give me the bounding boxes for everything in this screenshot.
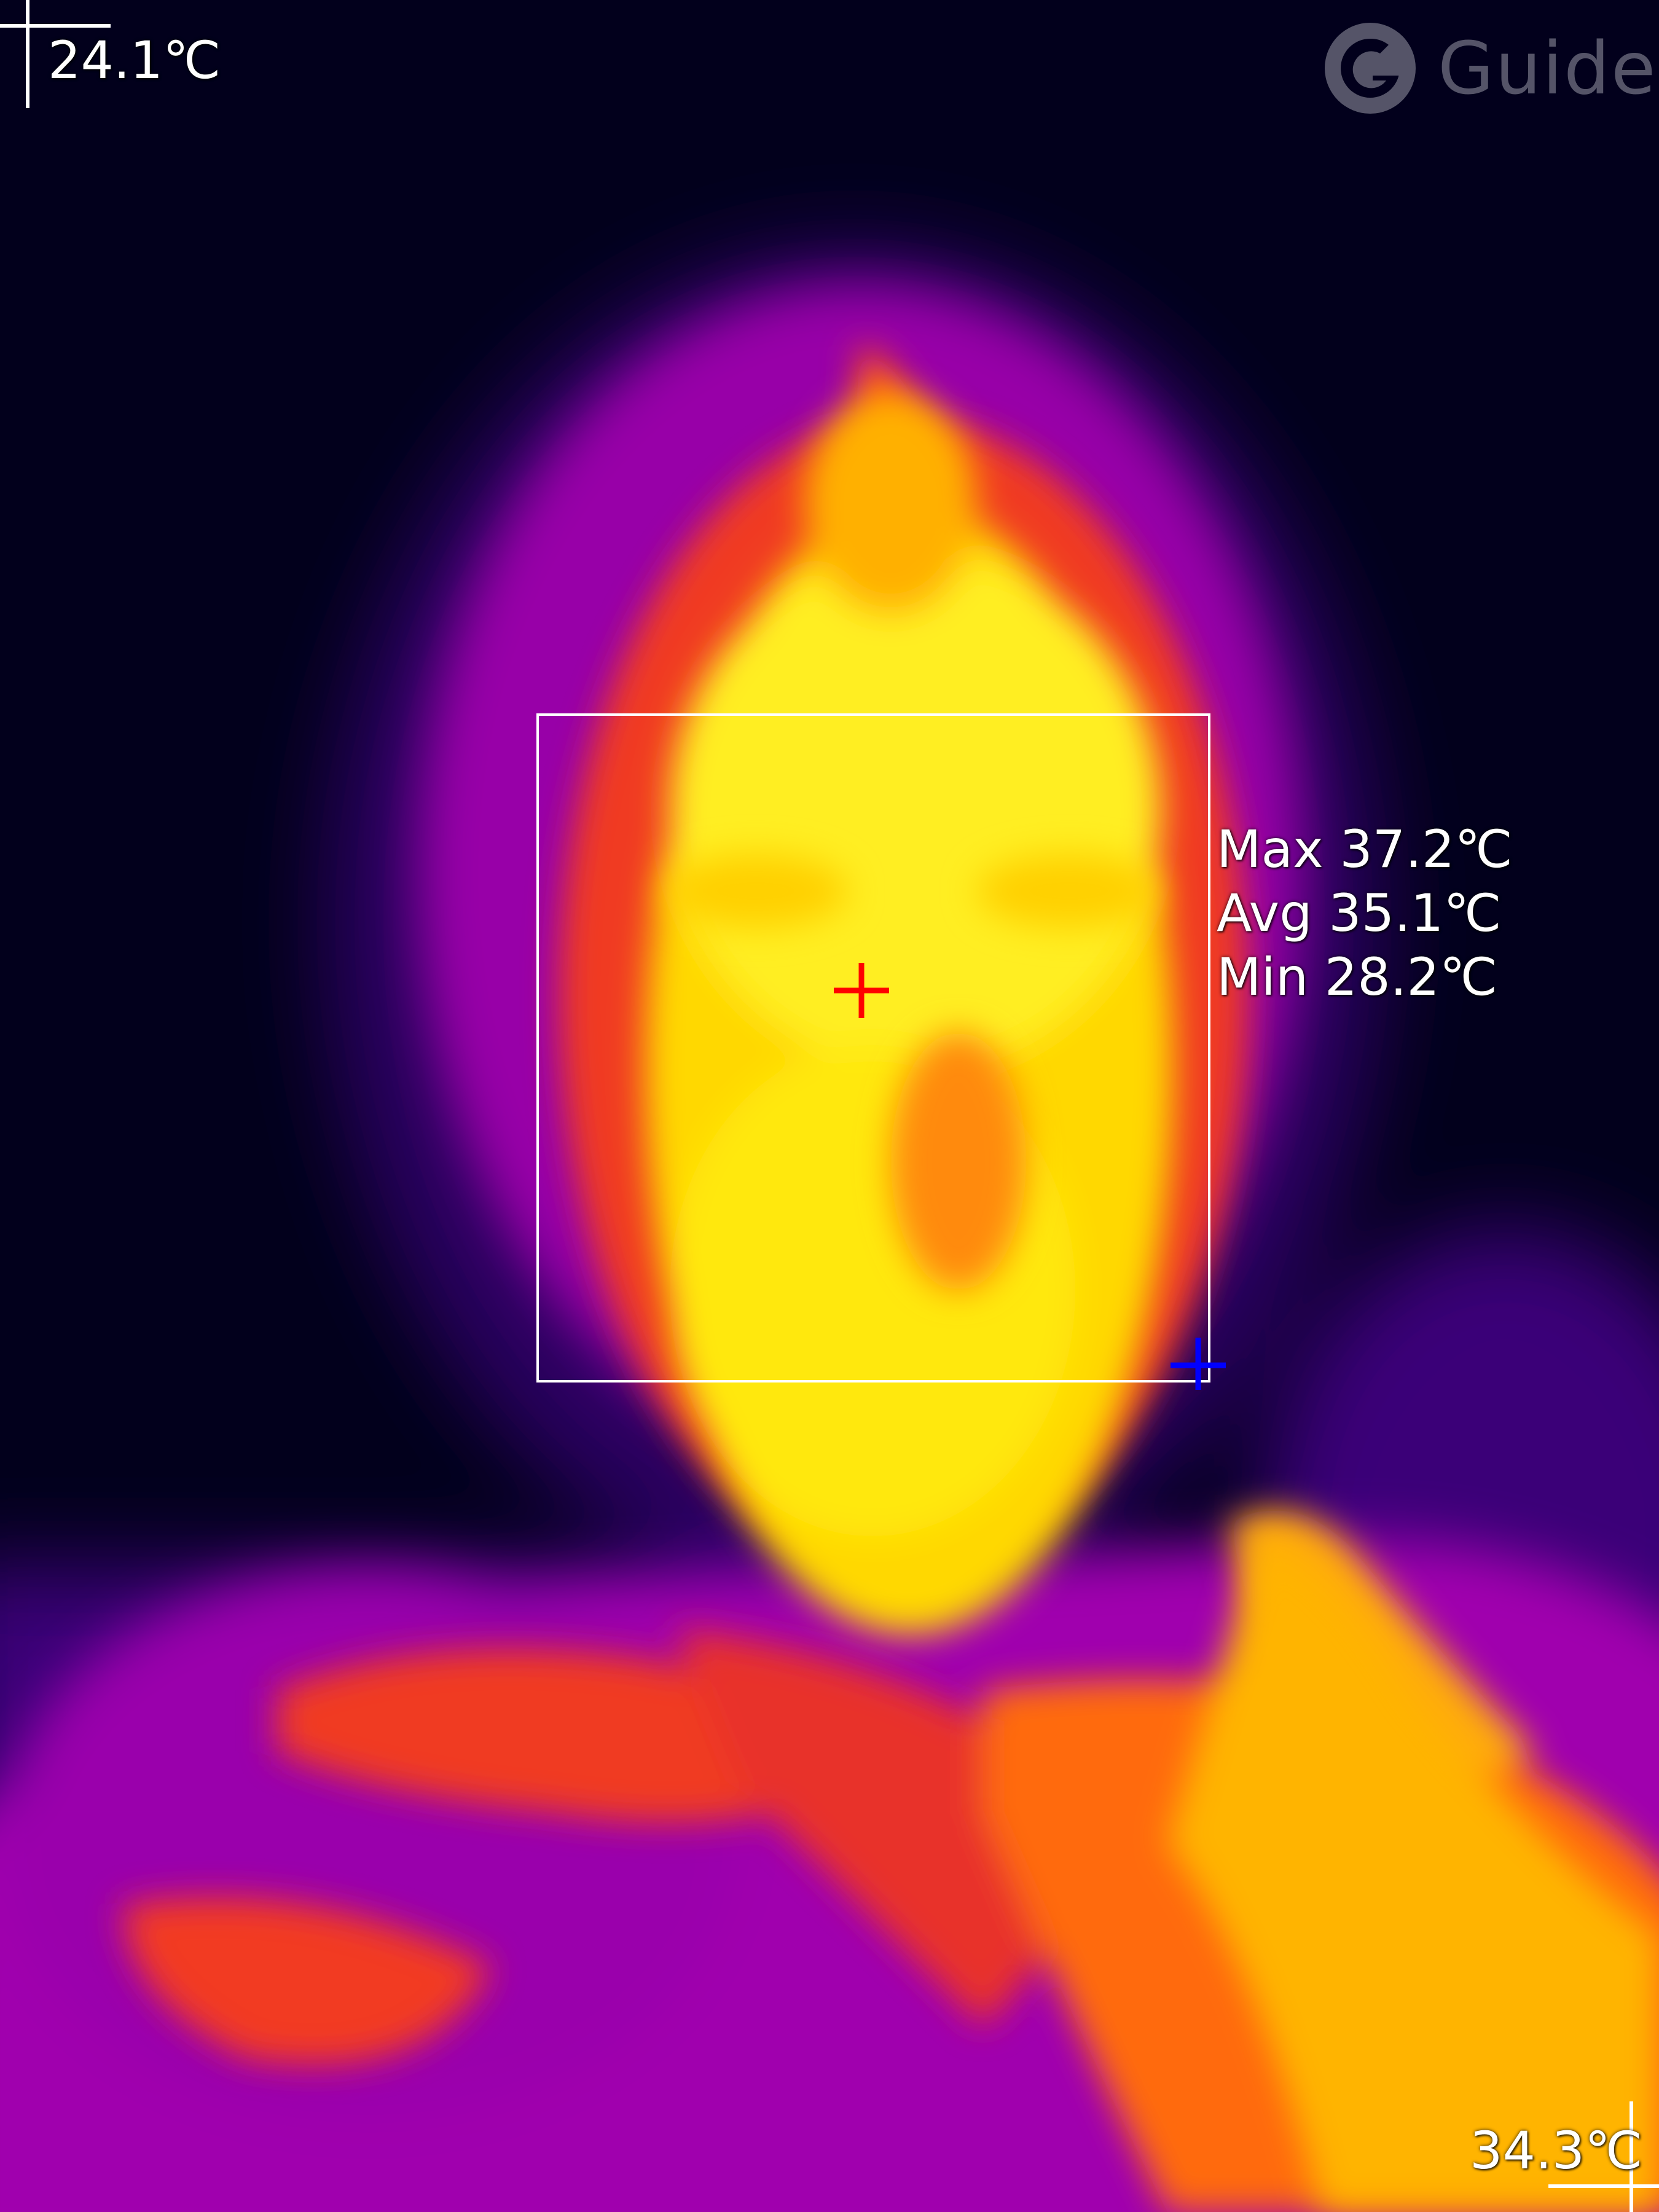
- guide-logo-icon: [1321, 19, 1419, 117]
- roi-max-temperature: Max 37.2℃: [1217, 817, 1513, 881]
- scale-max-temperature: 34.3℃: [1470, 2125, 1642, 2176]
- brand-logo-text: Guide: [1438, 26, 1657, 111]
- scale-min-temperature: 24.1℃: [48, 34, 221, 86]
- roi-avg-temperature: Avg 35.1℃: [1217, 881, 1513, 945]
- roi-stats: Max 37.2℃ Avg 35.1℃ Min 28.2℃: [1217, 817, 1513, 1009]
- roi-min-temperature: Min 28.2℃: [1217, 945, 1513, 1009]
- brand-logo: Guide: [1321, 16, 1657, 120]
